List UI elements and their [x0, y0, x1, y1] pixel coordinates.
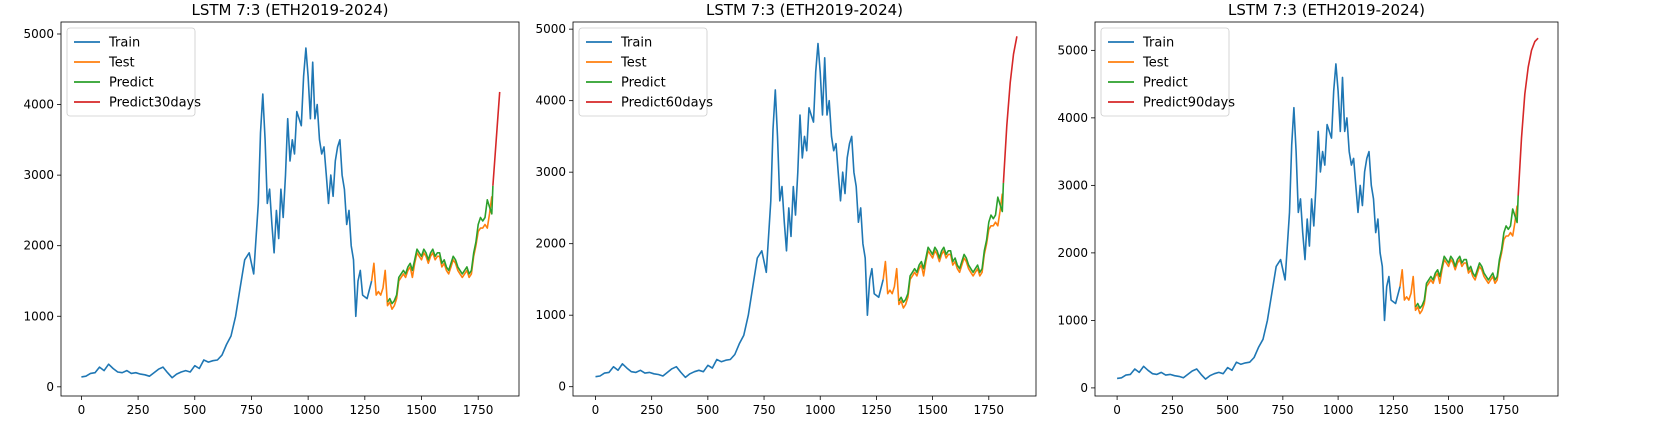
series-predict-line: [1414, 195, 1519, 310]
legend-label: Train: [620, 36, 652, 51]
x-tick-label: 1000: [805, 403, 836, 417]
legend-label: Predict: [1143, 76, 1188, 91]
legend-label: Predict: [621, 76, 666, 91]
legend-label: Train: [108, 36, 140, 51]
subplot-1: LSTM 7:3 (ETH2019-2024) 0 250 500 750 1000 12…: [23, 1, 520, 417]
series-forecast-line: [1002, 36, 1018, 183]
y-tick-label: 3000: [23, 168, 54, 182]
series-train-line: [595, 42, 884, 379]
x-tick-label: 500: [1216, 403, 1239, 417]
y-tick-label: 5000: [535, 22, 566, 36]
x-tick-label: 1500: [917, 403, 948, 417]
y-tick-label: 4000: [23, 98, 54, 112]
series-forecast-line: [492, 91, 501, 186]
subplot-3: LSTM 7:3 (ETH2019-2024) 0 250 500 750 1000 12…: [1057, 1, 1559, 417]
legend-box: [1100, 27, 1230, 117]
y-tick-label: 2000: [535, 237, 566, 251]
legend: Train Test Predict Predict30days: [66, 27, 201, 117]
chart-title: LSTM 7:3 (ETH2019-2024): [1228, 1, 1425, 19]
x-tick-label: 500: [696, 403, 719, 417]
y-tick-label: 0: [1080, 381, 1088, 395]
x-tick-label: 0: [1113, 403, 1121, 417]
x-tick-label: 1000: [1323, 403, 1354, 417]
legend-label: Predict: [109, 76, 154, 91]
x-tick-label: 250: [1161, 403, 1184, 417]
y-tick-label: 3000: [1057, 178, 1088, 192]
legend-label: Test: [1142, 56, 1169, 71]
y-tick-label: 1000: [535, 308, 566, 322]
x-tick-label: 250: [127, 403, 150, 417]
y-tick-label: 5000: [1057, 43, 1088, 57]
y-tick-label: 0: [46, 380, 54, 394]
x-tick-label: 750: [753, 403, 776, 417]
x-tick-label: 250: [640, 403, 663, 417]
series-train-line: [81, 47, 373, 379]
legend-label: Test: [620, 56, 647, 71]
legend-label: Predict90days: [1143, 96, 1235, 111]
y-tick-label: 0: [558, 380, 566, 394]
y-tick-label: 4000: [535, 94, 566, 108]
series-train-line: [1116, 63, 1401, 380]
series-predict-line: [386, 185, 494, 305]
y-tick-label: 3000: [535, 165, 566, 179]
x-tick-label: 0: [78, 403, 86, 417]
x-tick-label: 0: [592, 403, 600, 417]
y-tick-label: 5000: [23, 27, 54, 41]
series-forecast-line: [1517, 37, 1539, 196]
chart-title: LSTM 7:3 (ETH2019-2024): [706, 1, 903, 19]
legend-label: Predict60days: [621, 96, 713, 111]
x-tick-label: 1500: [406, 403, 437, 417]
x-tick-label: 1250: [861, 403, 892, 417]
y-tick-label: 4000: [1057, 111, 1088, 125]
x-tick-label: 500: [183, 403, 206, 417]
legend: Train Test Predict Predict60days: [578, 27, 713, 117]
x-tick-label: 1250: [1378, 403, 1409, 417]
subplot-2: LSTM 7:3 (ETH2019-2024) 0 250 500 750 1000 12…: [535, 1, 1037, 417]
legend-label: Predict30days: [109, 96, 201, 111]
x-tick-label: 1000: [293, 403, 324, 417]
y-tick-label: 2000: [23, 239, 54, 253]
y-tick-label: 2000: [1057, 246, 1088, 260]
x-tick-label: 1500: [1433, 403, 1464, 417]
legend: Train Test Predict Predict90days: [1100, 27, 1235, 117]
legend-box: [578, 27, 708, 117]
x-tick-label: 1750: [1489, 403, 1520, 417]
y-tick-label: 1000: [1057, 313, 1088, 327]
series-predict-line: [898, 182, 1005, 304]
legend-box: [66, 27, 196, 117]
x-tick-label: 750: [240, 403, 263, 417]
x-tick-label: 1750: [463, 403, 494, 417]
legend-label: Test: [108, 56, 135, 71]
x-tick-label: 750: [1271, 403, 1294, 417]
y-tick-label: 1000: [23, 309, 54, 323]
chart-title: LSTM 7:3 (ETH2019-2024): [191, 1, 388, 19]
x-tick-label: 1250: [350, 403, 381, 417]
legend-label: Train: [1142, 36, 1174, 51]
x-tick-label: 1750: [974, 403, 1005, 417]
